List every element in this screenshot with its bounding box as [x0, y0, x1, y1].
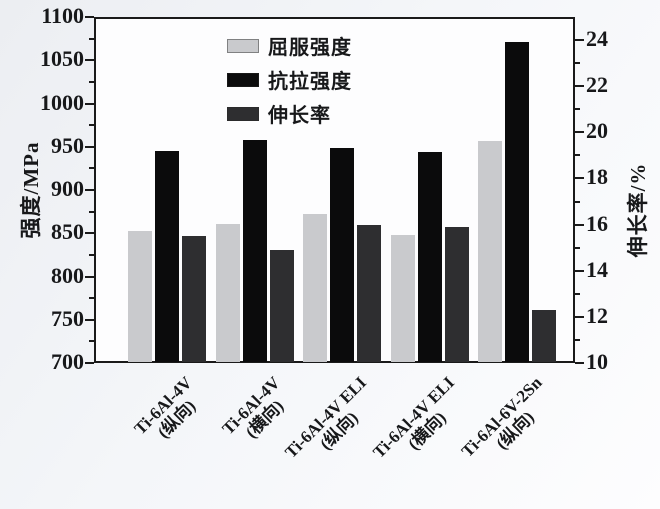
bar-elongation-5 — [532, 309, 557, 362]
bar-tensile-strength-5 — [505, 42, 530, 362]
right-minor-tick — [575, 338, 580, 341]
left-tick-label: 700 — [51, 349, 84, 374]
bar-yield-strength-2 — [215, 223, 240, 362]
left-minor-tick — [89, 37, 94, 40]
right-major-tick — [575, 39, 584, 42]
legend-label-yield-strength: 屈服强度 — [268, 37, 352, 59]
left-major-tick — [85, 189, 94, 191]
right-tick-label: 24 — [586, 26, 608, 52]
legend-item-tensile-strength: 抗拉强度 — [227, 65, 352, 94]
legend-item-yield-strength: 屈服强度 — [227, 31, 352, 60]
right-tick-label: 10 — [586, 349, 608, 374]
bar-tensile-strength-1 — [155, 151, 179, 362]
legend: 屈服强度抗拉强度伸长率 — [227, 31, 352, 128]
left-tick-label: 900 — [51, 176, 84, 201]
left-minor-tick — [89, 124, 94, 127]
legend-label-elongation: 伸长率 — [268, 105, 331, 127]
bar-elongation-2 — [269, 249, 294, 362]
left-tick-label: 1000 — [40, 89, 84, 115]
right-minor-tick — [575, 246, 580, 249]
right-minor-tick — [575, 108, 580, 111]
bar-tensile-strength-4 — [417, 151, 442, 362]
x-label-5: Ti-6Al-6V-2Sn (纵向) — [458, 373, 559, 474]
left-tick-label: 800 — [51, 262, 84, 288]
bar-elongation-1 — [182, 236, 206, 362]
left-tick-label: 750 — [51, 305, 84, 331]
legend-swatch-elongation — [227, 106, 259, 121]
left-major-tick — [85, 16, 94, 18]
left-minor-tick — [89, 210, 94, 213]
left-major-tick — [85, 362, 94, 364]
right-tick-label: 14 — [586, 256, 608, 282]
left-tick-label: 1100 — [41, 3, 84, 28]
bar-yield-strength-3 — [303, 214, 328, 362]
right-major-tick — [575, 177, 584, 180]
legend-swatch-tensile-strength — [227, 72, 259, 87]
left-tick-label: 950 — [51, 132, 84, 158]
legend-label-tensile-strength: 抗拉强度 — [268, 71, 352, 93]
x-label-3: Ti-6Al-4V ELI (纵向) — [281, 373, 383, 475]
bar-tensile-strength-2 — [242, 139, 267, 362]
left-major-tick — [85, 232, 94, 235]
right-major-tick — [575, 315, 584, 318]
left-minor-tick — [89, 80, 94, 83]
x-label-1: Ti-6Al-4V (纵向) — [130, 373, 209, 452]
right-major-tick — [575, 85, 584, 88]
right-axis-title: 伸长率/% — [626, 162, 650, 258]
right-major-tick — [575, 362, 584, 364]
x-label-2: Ti-6Al-4V (横向) — [218, 373, 297, 452]
right-tick-label: 18 — [586, 164, 608, 190]
left-minor-tick — [89, 297, 94, 300]
right-major-tick — [575, 131, 584, 134]
left-major-tick — [85, 145, 94, 148]
bar-yield-strength-5 — [478, 140, 503, 362]
left-minor-tick — [89, 253, 94, 256]
bar-elongation-3 — [357, 224, 382, 362]
right-major-tick — [575, 269, 584, 272]
right-tick-label: 20 — [586, 118, 608, 144]
left-minor-tick — [89, 340, 94, 343]
left-tick-label: 850 — [51, 219, 84, 245]
right-minor-tick — [575, 62, 580, 65]
right-minor-tick — [575, 154, 580, 157]
right-tick-label: 12 — [586, 302, 608, 328]
right-minor-tick — [575, 200, 580, 203]
left-major-tick — [85, 275, 94, 278]
left-axis-title: 强度/MPa — [19, 141, 43, 239]
right-tick-label: 16 — [586, 210, 608, 236]
bar-yield-strength-4 — [390, 234, 415, 362]
bar-tensile-strength-3 — [330, 147, 355, 362]
left-major-tick — [85, 102, 94, 105]
bar-yield-strength-1 — [128, 230, 152, 362]
right-major-tick — [575, 223, 584, 226]
left-tick-label: 1050 — [40, 46, 84, 72]
legend-swatch-yield-strength — [227, 38, 259, 53]
right-tick-label: 22 — [586, 72, 608, 98]
right-minor-tick — [575, 292, 580, 295]
left-major-tick — [85, 59, 94, 62]
x-label-4: Ti-6Al-4V ELI (横向) — [369, 373, 471, 475]
bar-elongation-4 — [444, 226, 469, 362]
left-major-tick — [85, 318, 94, 321]
left-minor-tick — [89, 167, 94, 170]
legend-item-elongation: 伸长率 — [227, 99, 352, 128]
